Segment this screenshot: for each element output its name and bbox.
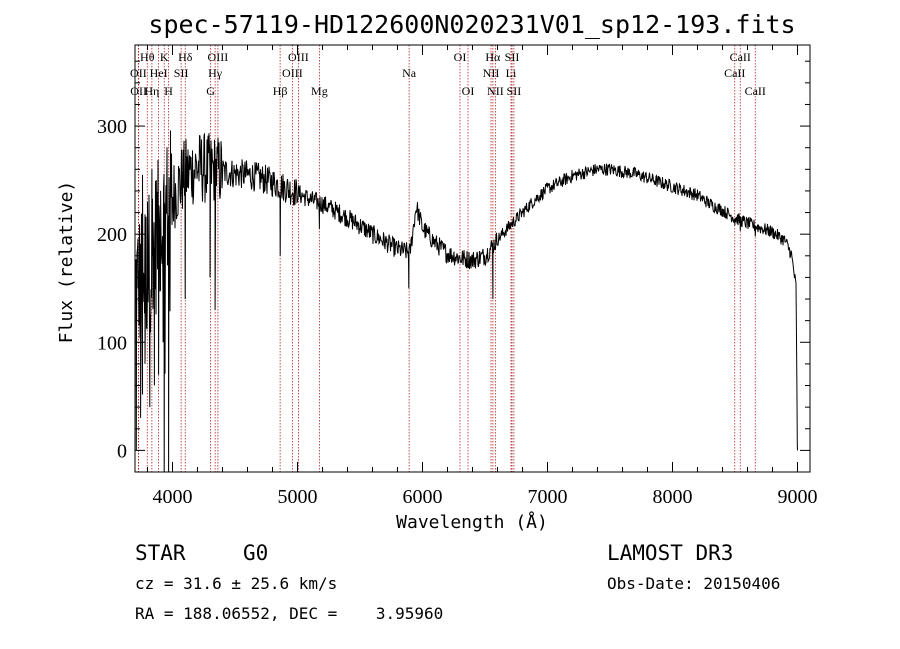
- spectral-line-label: OII: [130, 66, 147, 80]
- y-axis-ticks: 0 100 200 300: [97, 60, 810, 473]
- spectral-line-label: OI: [454, 50, 467, 64]
- spectral-line-label: OII: [130, 84, 147, 98]
- y-tick-label: 0: [117, 440, 127, 462]
- redshift-cz: cz = 31.6 ± 25.6 km/s: [135, 574, 337, 593]
- spectral-line-label: Hη: [144, 84, 159, 98]
- spectral-line-label: CaII: [745, 84, 766, 98]
- spectral-line-label: SII: [507, 84, 522, 98]
- spectral-line-label: Na: [402, 66, 417, 80]
- x-tick-label: 8000: [653, 486, 693, 508]
- spectral-line-label: Hγ: [208, 66, 223, 80]
- spectral-line-label: Li: [506, 66, 517, 80]
- y-tick-label: 300: [97, 116, 127, 138]
- spectral-line-label: K: [160, 50, 169, 64]
- spectral-line-label: OIII: [208, 50, 229, 64]
- spectral-line-label: OIII: [282, 66, 303, 80]
- spectral-line-label: NII: [483, 66, 500, 80]
- y-tick-label: 200: [97, 224, 127, 246]
- y-tick-label: 100: [97, 332, 127, 354]
- x-axis-label: Wavelength (Å): [396, 511, 548, 533]
- x-tick-label: 7000: [528, 486, 568, 508]
- x-tick-label: 9000: [778, 486, 818, 508]
- spectral-line-label: OI: [462, 84, 475, 98]
- spectral-line-label: Hθ: [140, 50, 155, 64]
- observation-date: Obs-Date: 20150406: [607, 574, 780, 593]
- chart-title: spec-57119-HD122600N020231V01_sp12-193.f…: [148, 10, 795, 39]
- spectral-line-label: Hδ: [178, 50, 193, 64]
- spectral-line-label: SII: [174, 66, 189, 80]
- spectral-line-label: NII: [487, 84, 504, 98]
- spectral-line-label: CaII: [724, 66, 745, 80]
- spectral-line-label: G: [206, 84, 215, 98]
- x-axis-ticks: 4000 5000 6000 7000 8000 9000: [147, 45, 818, 508]
- spectral-line-label: Hα: [485, 50, 501, 64]
- spectral-line-label: OIII: [288, 50, 309, 64]
- y-axis-label: Flux (relative): [56, 181, 77, 344]
- spectral-line-label: Hβ: [273, 84, 288, 98]
- x-tick-label: 5000: [278, 486, 318, 508]
- survey-name: LAMOST DR3: [607, 541, 733, 565]
- spectral-line-label: CaII: [730, 50, 751, 64]
- spectral-line-label: HeI: [150, 66, 168, 80]
- spectral-line-label: SII: [505, 50, 520, 64]
- object-subclass: G0: [243, 541, 268, 565]
- x-tick-label: 4000: [153, 486, 193, 508]
- spectral-line-label: Mg: [311, 84, 328, 98]
- x-tick-label: 6000: [403, 486, 443, 508]
- flux-series-line: [134, 130, 798, 473]
- object-class: STAR: [135, 541, 186, 565]
- spectral-line-label: H: [164, 84, 173, 98]
- ra-dec-coordinates: RA = 188.06552, DEC = 3.95960: [135, 604, 443, 623]
